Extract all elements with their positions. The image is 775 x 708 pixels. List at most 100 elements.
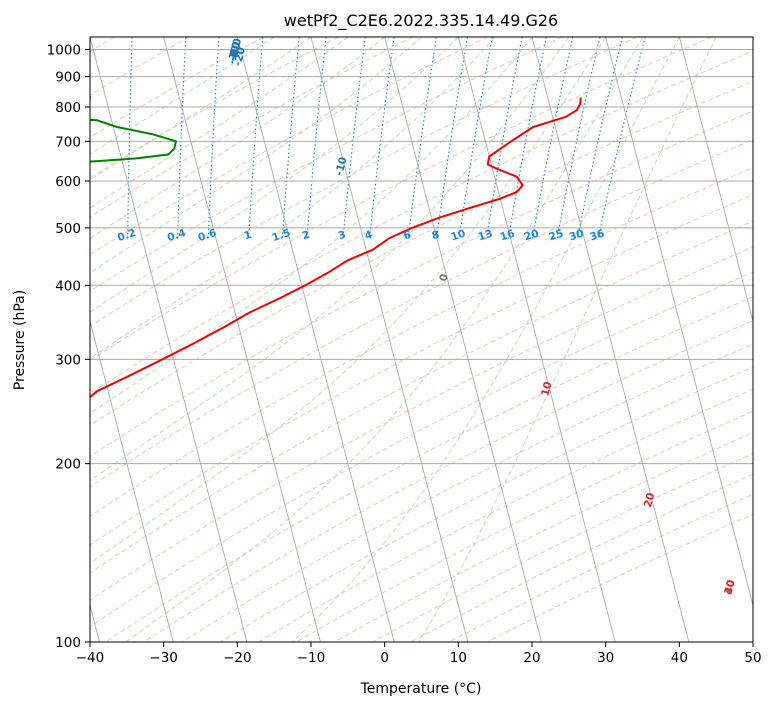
mixing-ratio-line [281,37,300,239]
x-tick-label: 40 [671,650,688,666]
isotherm [531,37,690,642]
mixing-ratio-label: 4 [363,229,374,243]
dry-adiabat [90,37,488,256]
mixing-ratio-label: 25 [547,228,565,244]
dry-adiabat [181,343,753,642]
dry-adiabat [90,246,753,601]
mixing-ratio-label: 1.5 [271,227,292,244]
isotherm [90,319,174,642]
isotherm [90,37,248,642]
moist-adiabat [125,37,643,642]
x-axis-label: Temperature (°C) [360,681,482,697]
mixing-ratio-line [176,37,187,239]
isotherm-label: 30 [722,579,737,596]
mixing-ratio-line [458,37,493,239]
isotherm [384,37,542,642]
dry-adiabat [90,80,753,427]
isotherm-label: -20 [232,46,248,67]
mixing-ratio-line [507,37,547,239]
mixing-ratio-label: 0.6 [197,227,218,244]
isotherm [310,37,469,642]
mixing-ratio-label: 1 [242,229,253,243]
mixing-ratio-label: 2 [301,229,312,243]
isotherm-label: -90 [227,41,243,62]
moist-adiabat [90,37,570,482]
moist-adiabat [291,37,680,642]
temperature-profile [90,97,582,399]
mixing-ratio-label: 13 [477,228,495,244]
dry-adiabat [90,37,190,96]
isotherm [163,37,321,642]
isotherm-label: -60 [227,41,243,62]
mixing-ratio-line [531,37,574,239]
isotherm-label: -30 [227,41,243,62]
y-tick-label: 500 [55,221,81,237]
dry-adiabat [90,37,339,179]
dry-adiabat [143,320,753,642]
y-tick-label: 1000 [47,43,81,59]
mixing-ratio-label: 16 [499,228,517,244]
x-tick-label: −40 [76,650,105,666]
mixing-ratio-line [436,37,469,239]
isotherm-label: -70 [227,41,243,62]
mixing-ratio-line [127,37,133,239]
mixing-ratio-line [597,37,646,239]
mixing-ratio-line [485,37,523,239]
moist-adiabat [418,37,717,642]
dry-adiabat [90,139,753,488]
moist-adiabat [90,37,607,565]
y-tick-label: 200 [55,457,81,473]
y-tick-label: 800 [55,100,81,116]
isotherm-label: 40 [722,579,737,596]
y-tick-label: 900 [55,70,81,86]
y-tick-label: 400 [55,278,81,294]
isotherm-label: 20 [642,492,657,509]
mixing-ratio-line [407,37,437,239]
dry-adiabat [90,166,753,517]
isotherm-label: 10 [539,380,554,397]
dry-adiabat [90,37,563,292]
moist-adiabat [90,37,496,359]
mixing-ratio-label: 6 [402,229,413,243]
isotherm [457,37,616,642]
dry-adiabat [105,296,753,642]
x-tick-label: 20 [523,650,540,666]
x-tick-label: −10 [297,650,326,666]
y-tick-label: 600 [55,174,81,190]
dry-adiabat [90,271,753,628]
mixing-ratio-label: 0.2 [116,227,137,244]
chart-title: wetPf2_C2E6.2022.335.14.49.G26 [284,11,558,31]
y-tick-label: 300 [55,352,81,368]
mixing-ratio-label: 10 [449,228,467,244]
mixing-ratio-line [306,37,327,239]
moist-adiabat [90,37,422,274]
mixing-ratio-label: 3 [337,229,348,243]
mixing-ratio-line [207,37,220,239]
dry-adiabat [90,37,712,361]
x-tick-label: 10 [450,650,467,666]
mixing-ratio-label: 30 [568,228,586,244]
isotherm-label: -50 [227,41,243,62]
mixing-ratio-line [342,37,366,239]
x-tick-label: −20 [223,650,252,666]
dry-adiabat [90,50,753,394]
y-tick-label: 100 [55,635,81,651]
x-tick-label: 30 [597,650,614,666]
moist-adiabat [90,37,349,209]
x-tick-label: 0 [380,650,389,666]
moist-adiabat [90,37,459,313]
x-tick-label: 50 [744,650,761,666]
mixing-ratio-label: 36 [588,228,606,244]
isotherm-label: -10 [333,156,349,177]
mixing-ratio-label: 0.4 [166,227,187,244]
moist-adiabat [90,37,533,415]
mixing-ratio-line [248,37,264,239]
dry-adiabat [90,37,638,327]
mixing-ratio-line [576,37,623,239]
isotherm-label: -80 [227,41,243,62]
y-axis-label: Pressure (hPa) [12,290,28,390]
isotherm [678,37,753,323]
isotherm-label: 0 [437,273,450,283]
mixing-ratio-label: 20 [523,228,541,244]
